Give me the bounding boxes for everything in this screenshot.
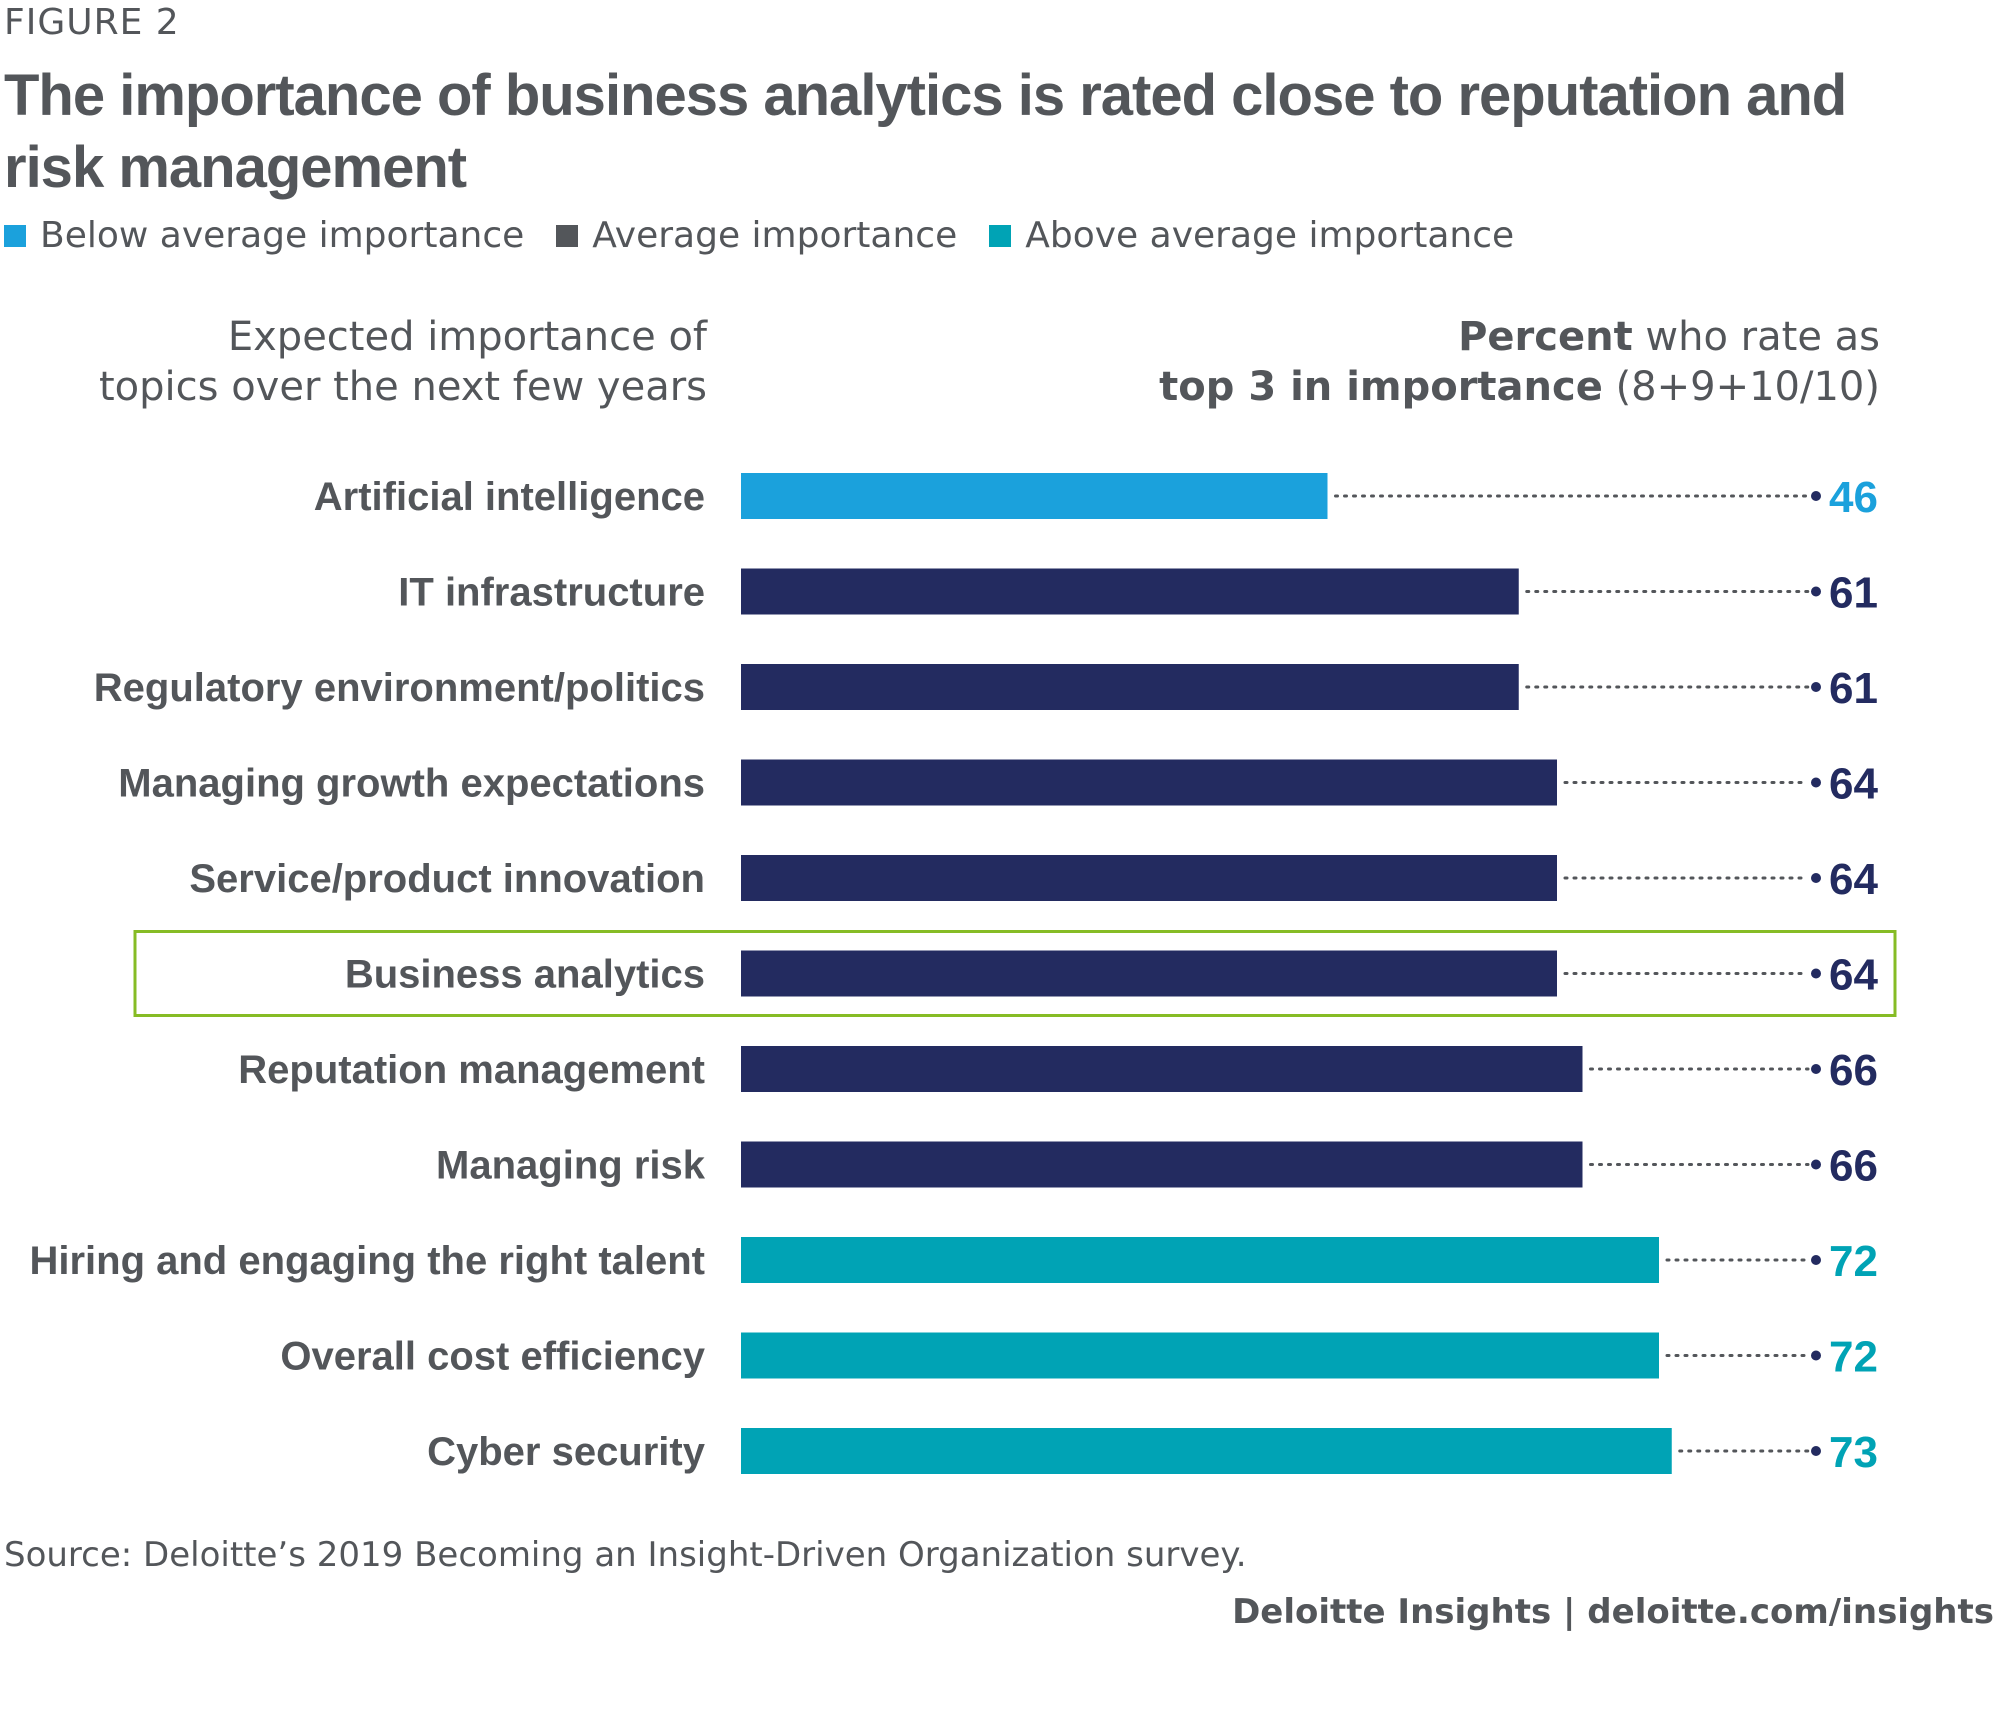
value-label-hiring-and-engaging-the-right-talent: 72 (1829, 1237, 1878, 1286)
leader-end-dot-hiring-and-engaging-the-right-talent (1811, 1255, 1821, 1265)
legend-swatch-above (989, 224, 1012, 247)
leader-end-dot-reputation-management (1811, 1064, 1821, 1074)
legend-swatch-average (556, 224, 579, 247)
right-column-header: Percent who rate as top 3 in importance … (1159, 312, 1880, 412)
bar-managing-growth-expectations (741, 759, 1557, 806)
leader-end-dot-cyber-security (1811, 1446, 1821, 1456)
bar-overall-cost-efficiency (741, 1332, 1659, 1379)
category-label-overall-cost-efficiency: Overall cost efficiency (280, 1335, 705, 1379)
category-label-hiring-and-engaging-the-right-talent: Hiring and engaging the right talent (29, 1239, 705, 1283)
bar-hiring-and-engaging-the-right-talent (741, 1237, 1659, 1283)
category-label-it-infrastructure: IT infrastructure (398, 571, 705, 615)
value-label-service-product-innovation: 64 (1829, 855, 1878, 904)
legend-item-below: Below average importance (4, 215, 524, 256)
left-header-line2: topics over the next few years (98, 364, 707, 410)
value-label-it-infrastructure: 61 (1829, 569, 1878, 618)
category-label-cyber-security: Cyber security (427, 1430, 706, 1474)
legend: Below average importance Average importa… (4, 215, 1546, 256)
legend-label-above: Above average importance (1025, 215, 1515, 256)
value-label-reputation-management: 66 (1829, 1046, 1878, 1095)
figure-label: FIGURE 2 (4, 2, 180, 43)
leader-end-dot-managing-growth-expectations (1811, 777, 1821, 788)
bar-business-analytics (741, 950, 1557, 997)
right-header-line1: Percent who rate as (1159, 312, 1880, 362)
value-label-cyber-security: 73 (1829, 1428, 1878, 1477)
category-label-managing-risk: Managing risk (436, 1144, 706, 1188)
value-label-business-analytics: 64 (1829, 951, 1878, 1000)
leader-end-dot-overall-cost-efficiency (1811, 1350, 1821, 1361)
bar-reputation-management (741, 1046, 1583, 1092)
value-label-managing-growth-expectations: 64 (1829, 760, 1878, 809)
category-label-business-analytics: Business analytics (345, 953, 705, 997)
category-label-service-product-innovation: Service/product innovation (189, 857, 705, 901)
legend-item-average: Average importance (556, 215, 957, 256)
bar-service-product-innovation (741, 855, 1557, 901)
source-note: Source: Deloitte’s 2019 Becoming an Insi… (4, 1535, 1247, 1575)
legend-swatch-below (4, 224, 26, 247)
right-header-line2: top 3 in importance (8+9+10/10) (1159, 362, 1880, 412)
bar-managing-risk (741, 1141, 1583, 1188)
leader-end-dot-managing-risk (1811, 1159, 1821, 1170)
legend-item-above: Above average importance (989, 215, 1514, 256)
category-label-reputation-management: Reputation management (238, 1048, 705, 1092)
bar-it-infrastructure (741, 568, 1519, 615)
value-label-regulatory-environment-politics: 61 (1829, 664, 1878, 713)
highlight-box (133, 930, 1897, 1017)
leader-end-dot-service-product-innovation (1811, 873, 1821, 883)
legend-label-below: Below average importance (40, 215, 525, 256)
leader-end-dot-it-infrastructure (1811, 586, 1821, 597)
category-label-artificial-intelligence: Artificial intelligence (314, 475, 705, 519)
bar-regulatory-environment-politics (741, 664, 1519, 710)
legend-label-average: Average importance (592, 215, 958, 256)
category-label-regulatory-environment-politics: Regulatory environment/politics (94, 666, 705, 710)
value-label-artificial-intelligence: 46 (1829, 473, 1878, 522)
bar-artificial-intelligence (741, 473, 1328, 519)
value-label-overall-cost-efficiency: 72 (1829, 1333, 1878, 1382)
right-header-line2-bold: top 3 in importance (1159, 364, 1603, 410)
value-label-managing-risk: 66 (1829, 1142, 1878, 1191)
leader-end-dot-business-analytics (1811, 968, 1821, 979)
footer-credit: Deloitte Insights | deloitte.com/insight… (1232, 1592, 1994, 1632)
left-column-header: Expected importance of topics over the n… (99, 312, 707, 412)
bar-cyber-security (741, 1428, 1672, 1474)
right-header-line1-rest: who rate as (1632, 314, 1880, 360)
leader-end-dot-artificial-intelligence (1811, 491, 1821, 501)
right-header-line1-bold: Percent (1458, 314, 1633, 360)
leader-end-dot-regulatory-environment-politics (1811, 682, 1821, 692)
category-label-managing-growth-expectations: Managing growth expectations (118, 762, 705, 806)
right-header-line2-rest: (8+9+10/10) (1602, 364, 1880, 410)
chart-title: The importance of business analytics is … (4, 63, 1847, 200)
left-header-line1: Expected importance of (227, 314, 707, 360)
